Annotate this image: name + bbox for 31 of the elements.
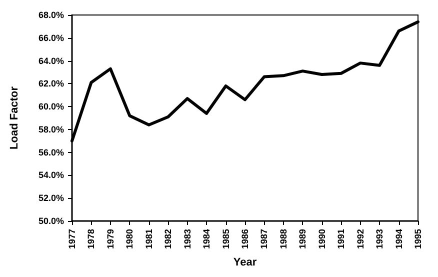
y-tick-label: 62.0% bbox=[38, 78, 64, 89]
x-tick-label: 1991 bbox=[336, 229, 346, 250]
y-tick-label: 58.0% bbox=[38, 124, 64, 134]
y-tick-label: 54.0% bbox=[38, 170, 64, 180]
x-tick-label: 1982 bbox=[163, 229, 174, 250]
y-tick-label: 66.0% bbox=[38, 32, 64, 43]
y-tick-label: 56.0% bbox=[38, 147, 64, 158]
x-tick-label: 1993 bbox=[374, 229, 385, 250]
x-tick-label: 1984 bbox=[202, 229, 212, 250]
y-tick-label: 64.0% bbox=[38, 56, 64, 66]
x-tick-label: 1995 bbox=[413, 229, 423, 250]
x-tick-label: 1988 bbox=[278, 229, 288, 250]
x-tick-label: 1978 bbox=[86, 229, 96, 250]
x-tick-label: 1987 bbox=[259, 229, 270, 250]
y-tick-label: 52.0% bbox=[38, 193, 64, 204]
x-axis-title: Year bbox=[233, 256, 258, 268]
y-tick-label: 68.0% bbox=[38, 10, 64, 20]
x-tick-label: 1994 bbox=[394, 229, 404, 250]
x-tick-label: 1986 bbox=[240, 229, 250, 250]
x-tick-label: 1985 bbox=[220, 229, 231, 250]
x-tick-label: 1981 bbox=[144, 229, 154, 250]
x-tick-label: 1989 bbox=[298, 229, 308, 250]
x-tick-label: 1983 bbox=[182, 229, 192, 250]
x-tick-label: 1980 bbox=[124, 229, 135, 250]
x-tick-label: 1979 bbox=[105, 229, 116, 250]
y-axis-title: Load Factor bbox=[8, 86, 20, 150]
y-tick-label: 50.0% bbox=[38, 216, 64, 226]
y-tick-label: 60.0% bbox=[38, 102, 64, 112]
x-tick-label: 1990 bbox=[316, 229, 327, 250]
x-tick-label: 1992 bbox=[355, 229, 366, 250]
x-tick-label: 1977 bbox=[67, 229, 77, 250]
